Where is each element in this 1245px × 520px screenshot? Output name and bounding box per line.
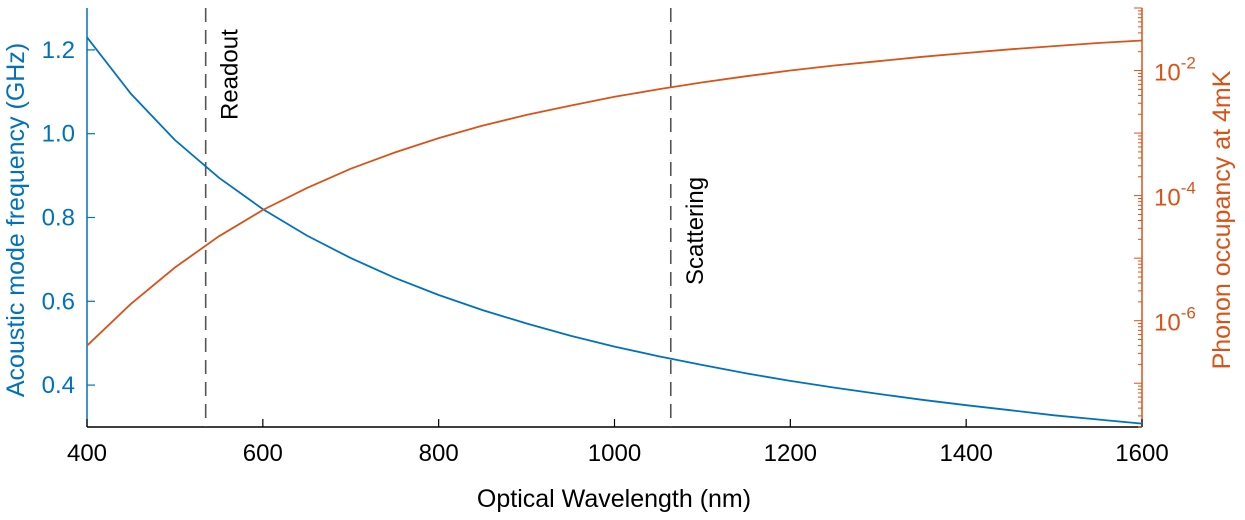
right-tick-label: 10-6: [1154, 304, 1196, 337]
left-tick-label: 1.2: [42, 37, 75, 64]
right-axis-title: Phonon occupancy at 4mK: [1208, 70, 1236, 369]
x-tick-label: 1600: [1115, 440, 1168, 467]
x-tick-label: 1400: [939, 440, 992, 467]
x-tick-label: 1200: [764, 440, 817, 467]
left-tick-label: 0.4: [42, 372, 75, 399]
left-tick-label: 0.6: [42, 288, 75, 315]
x-tick-label: 400: [67, 440, 107, 467]
right-tick-label: 10-4: [1154, 179, 1196, 212]
vline-label-scattering: Scattering: [682, 177, 709, 285]
left-tick-label: 1.0: [42, 121, 75, 148]
left-axis-title: Acoustic mode frequency (GHz): [2, 43, 30, 397]
right-tick-label: 10-2: [1154, 54, 1196, 87]
x-tick-label: 1000: [588, 440, 641, 467]
left-tick-label: 0.8: [42, 205, 75, 232]
vline-label-readout: Readout: [217, 29, 244, 120]
x-axis-title: Optical Wavelength (nm): [477, 485, 751, 513]
x-tick-label: 600: [243, 440, 283, 467]
series-frequency-line: [86, 36, 1143, 425]
series-occupancy-line: [86, 39, 1143, 347]
x-tick-label: 800: [419, 440, 459, 467]
